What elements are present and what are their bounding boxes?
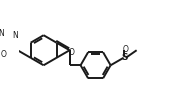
Text: O: O bbox=[123, 45, 129, 54]
Text: N: N bbox=[13, 31, 18, 40]
Text: O: O bbox=[68, 48, 74, 57]
Text: S: S bbox=[121, 53, 128, 62]
Text: O: O bbox=[1, 50, 6, 59]
Text: N: N bbox=[0, 29, 4, 38]
